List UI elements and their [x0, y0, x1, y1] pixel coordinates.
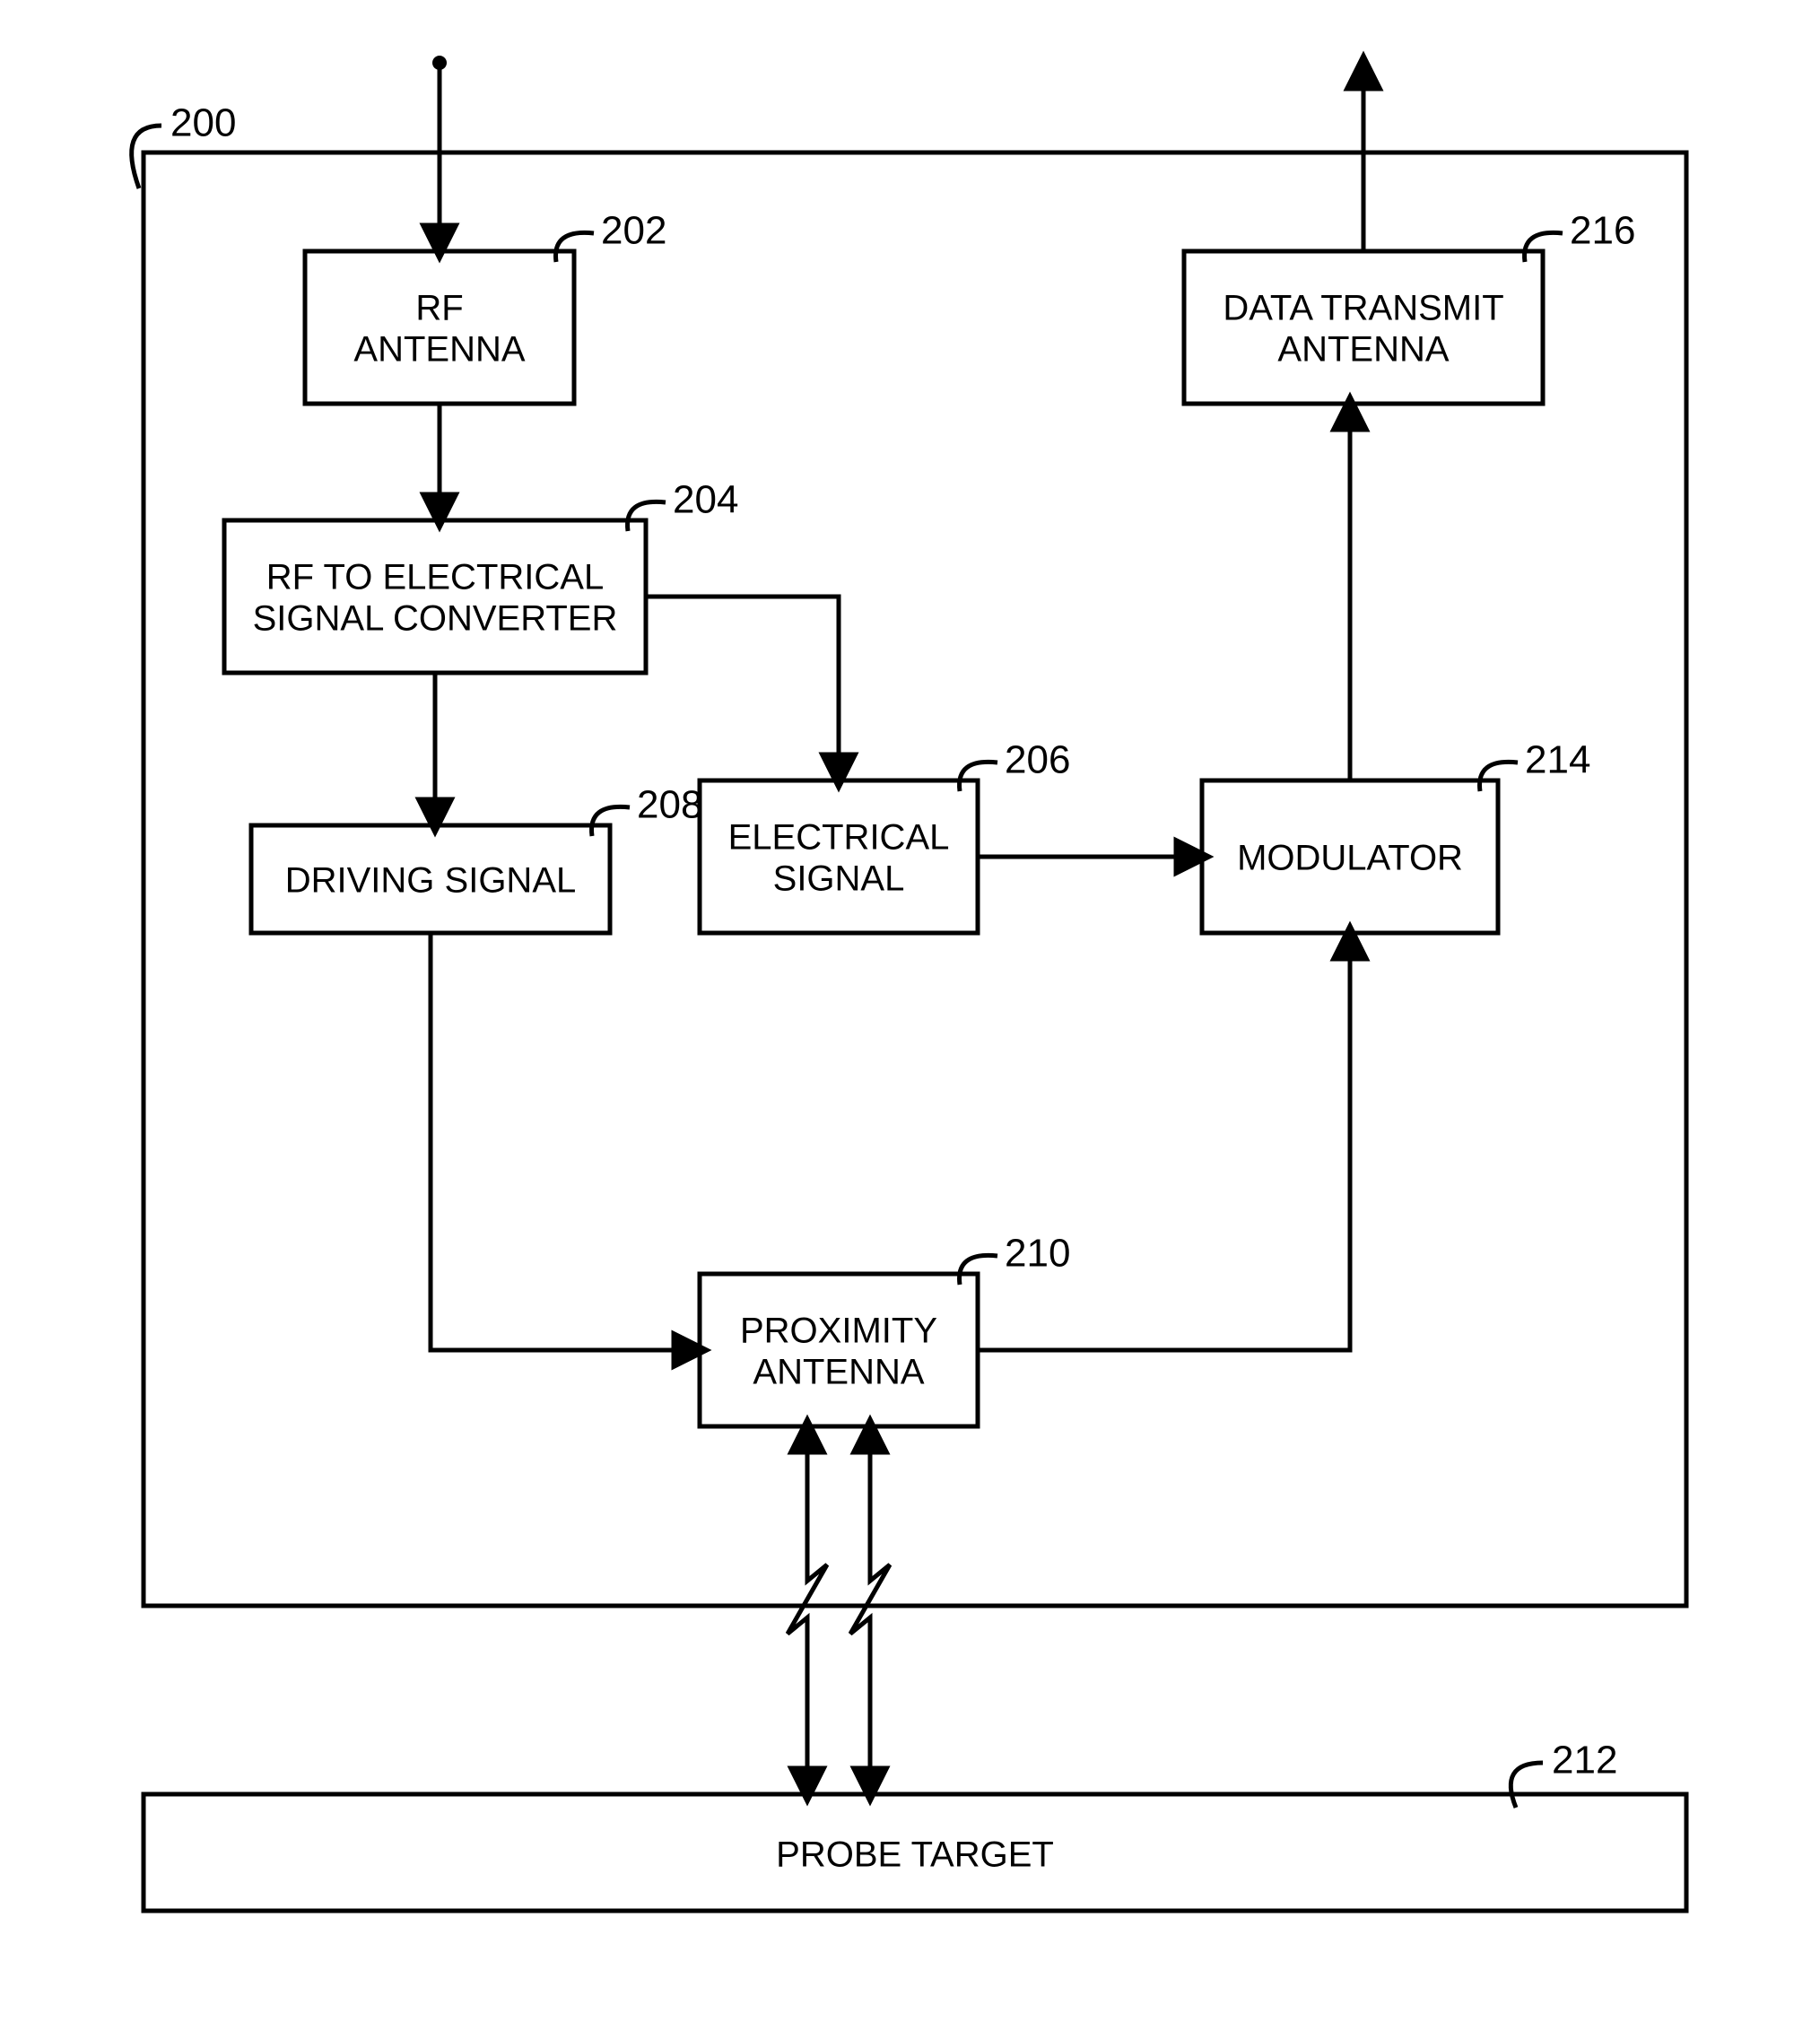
- svg-text:DRIVING SIGNAL: DRIVING SIGNAL: [285, 861, 577, 901]
- svg-text:SIGNAL: SIGNAL: [773, 859, 905, 899]
- svg-text:204: 204: [673, 478, 738, 522]
- edge: [646, 597, 839, 780]
- svg-text:PROBE TARGET: PROBE TARGET: [776, 1835, 1054, 1875]
- svg-text:212: 212: [1552, 1739, 1617, 1783]
- rf-link: [788, 1426, 827, 1794]
- svg-text:MODULATOR: MODULATOR: [1237, 839, 1463, 878]
- svg-text:ELECTRICAL: ELECTRICAL: [728, 818, 950, 858]
- svg-text:200: 200: [170, 101, 236, 145]
- svg-text:202: 202: [601, 209, 666, 253]
- svg-text:DATA TRANSMIT: DATA TRANSMIT: [1223, 289, 1503, 328]
- svg-text:RF: RF: [415, 289, 463, 328]
- svg-text:ANTENNA: ANTENNA: [753, 1353, 924, 1392]
- svg-text:208: 208: [637, 783, 702, 827]
- svg-text:ANTENNA: ANTENNA: [1277, 330, 1449, 370]
- edge: [431, 933, 700, 1350]
- svg-text:214: 214: [1525, 738, 1590, 782]
- rf-link: [850, 1426, 890, 1794]
- svg-text:ANTENNA: ANTENNA: [353, 330, 525, 370]
- svg-text:RF TO ELECTRICAL: RF TO ELECTRICAL: [266, 558, 604, 597]
- svg-text:PROXIMITY: PROXIMITY: [740, 1312, 937, 1351]
- edge: [978, 933, 1350, 1350]
- svg-text:210: 210: [1005, 1232, 1070, 1276]
- svg-text:206: 206: [1005, 738, 1070, 782]
- svg-text:SIGNAL CONVERTER: SIGNAL CONVERTER: [253, 599, 618, 639]
- svg-text:216: 216: [1570, 209, 1635, 253]
